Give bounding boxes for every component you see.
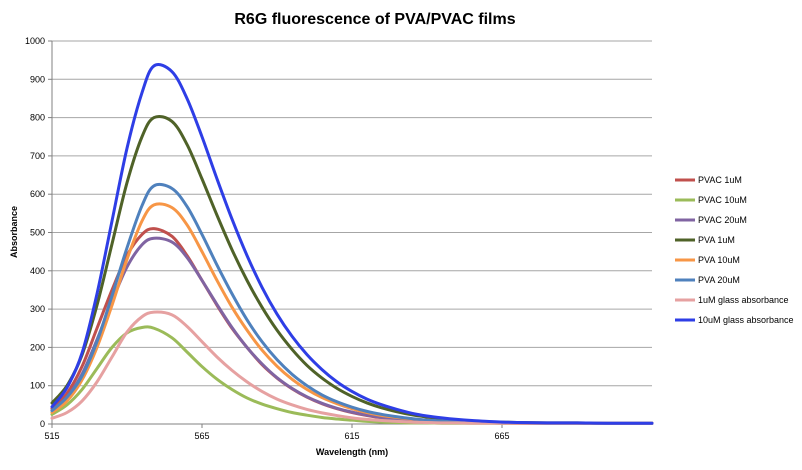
legend-label: PVAC 20uM bbox=[698, 215, 747, 225]
chart-title: R6G fluorescence of PVA/PVAC films bbox=[234, 11, 515, 28]
y-tick-label: 900 bbox=[30, 74, 45, 84]
series-lines bbox=[50, 63, 654, 425]
y-tick-label: 500 bbox=[30, 228, 45, 238]
legend-label: PVAC 10uM bbox=[698, 195, 747, 205]
legend-label: PVA 10uM bbox=[698, 255, 740, 265]
legend: PVAC 1uM PVAC 10uM PVAC 20uM PVA 1uM PVA 10u… bbox=[675, 175, 794, 325]
tick-labels: 0 100 200 300 400 500 600 700 800 900 1000 515 565 61… bbox=[25, 36, 510, 441]
legend-label: PVA 20uM bbox=[698, 275, 740, 285]
x-tick-label: 615 bbox=[344, 431, 359, 441]
y-axis-title: Absorbance bbox=[9, 206, 19, 258]
y-tick-label: 300 bbox=[30, 304, 45, 314]
y-tick-label: 100 bbox=[30, 381, 45, 391]
legend-label: 1uM glass absorbance bbox=[698, 295, 789, 305]
x-tick-label: 565 bbox=[194, 431, 209, 441]
legend-label: PVAC 1uM bbox=[698, 175, 742, 185]
series-line-1 bbox=[50, 227, 654, 425]
y-tick-label: 700 bbox=[30, 151, 45, 161]
y-tick-label: 800 bbox=[30, 113, 45, 123]
gridlines bbox=[52, 40, 652, 387]
legend-label: 10uM glass absorbance bbox=[698, 315, 794, 325]
x-tick-label: 665 bbox=[494, 431, 509, 441]
y-tick-label: 600 bbox=[30, 189, 45, 199]
y-tick-label: 400 bbox=[30, 266, 45, 276]
series-line-8 bbox=[50, 63, 654, 425]
y-tick-label: 200 bbox=[30, 342, 45, 352]
y-tick-label: 0 bbox=[40, 419, 45, 429]
y-tick-label: 1000 bbox=[25, 36, 45, 46]
series-line-7 bbox=[50, 310, 654, 425]
x-tick-label: 515 bbox=[44, 431, 59, 441]
series-line-4 bbox=[50, 114, 654, 425]
legend-label: PVA 1uM bbox=[698, 235, 735, 245]
x-axis-title: Wavelength (nm) bbox=[316, 447, 388, 457]
